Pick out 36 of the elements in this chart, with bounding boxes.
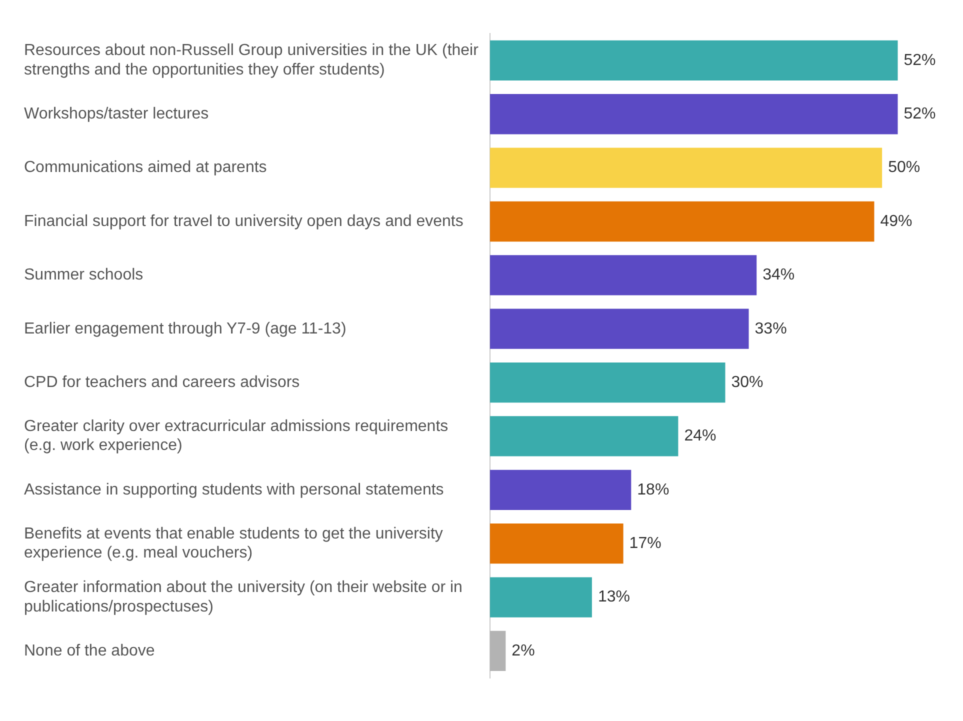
data-label: 24% [684,428,716,445]
bar [490,630,506,672]
data-label: 34% [762,266,795,284]
y-tick-label: Workshops/taster lectures [24,106,209,123]
bar [490,255,757,296]
data-label: 52% [904,106,936,123]
bar [490,416,678,456]
data-label: 30% [731,374,764,391]
data-label: 50% [888,159,920,176]
y-tick-label: Financial support for travel to university open days and events [24,212,464,230]
data-label: 2% [512,642,535,660]
data-label: 18% [637,481,670,498]
data-label: 17% [629,535,662,552]
data-label: 13% [598,588,630,606]
bar [490,362,726,403]
y-tick-label: Summer schools [24,266,144,284]
bar [490,524,624,564]
bar [490,201,874,242]
data-label: 52% [904,52,936,69]
y-tick-label: Benefits at events that enable students to get the university experience (e.g. meal vouchers) [24,525,443,562]
y-tick-label: Communications aimed at parents [24,159,267,176]
y-tick-label: Greater clarity over extracurricular admissions requirements (e.g. work experience) [24,418,448,454]
y-tick-label: None of the above [24,642,155,660]
y-tick-label: Assistance in supporting students with personal statements [24,481,444,498]
bar [490,40,898,81]
bar [490,94,898,134]
y-tick-label: Greater information about the university (on their website or in publications/prospectuses) [24,579,462,616]
bar [490,470,632,510]
data-label: 33% [754,320,787,338]
y-tick-label: Resources about non-Russell Group universities in the UK (their strengths and the opportunities they offer students) [24,42,480,78]
y-tick-label: Earlier engagement through Y7-9 (age 11-13) [24,320,346,338]
bar [490,577,592,618]
data-label: 49% [880,212,912,230]
y-tick-label: CPD for teachers and careers advisors [24,374,300,391]
bar [490,308,749,349]
bar [490,148,882,188]
